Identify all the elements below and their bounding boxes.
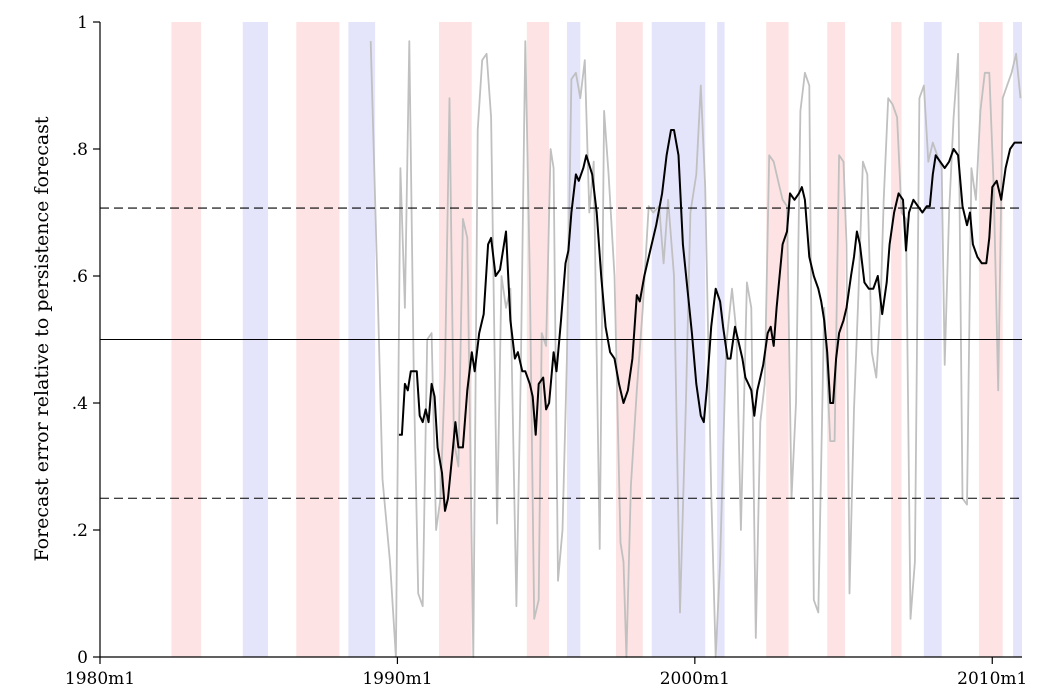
y-tick-label-2: .4 bbox=[72, 394, 88, 414]
series-line-0 bbox=[369, 40, 1022, 658]
y-tick-label-0: 0 bbox=[77, 648, 88, 668]
x-tick-label-0: 1980m1 bbox=[65, 669, 135, 689]
series-layer bbox=[369, 40, 1022, 658]
x-ticks-layer: 1980m1 1990m1 2000m1 2010m1 bbox=[65, 657, 1027, 689]
axes-layer bbox=[99, 22, 1022, 658]
y-axis-title: Forecast error relative to persistence f… bbox=[31, 116, 53, 561]
x-tick-label-3: 2010m1 bbox=[957, 669, 1027, 689]
x-tick-label-1: 1990m1 bbox=[362, 669, 432, 689]
y-ticks-layer: 0 .2 .4 .6 .8 1 bbox=[72, 13, 100, 668]
y-tick-label-4: .8 bbox=[72, 140, 88, 160]
y-tick-label-1: .2 bbox=[72, 521, 88, 541]
series-line-1 bbox=[398, 129, 1022, 512]
x-tick-label-2: 2000m1 bbox=[660, 669, 730, 689]
reference-lines-layer bbox=[100, 207, 1022, 499]
y-tick-label-5: 1 bbox=[77, 13, 88, 33]
y-tick-label-3: .6 bbox=[72, 267, 88, 287]
